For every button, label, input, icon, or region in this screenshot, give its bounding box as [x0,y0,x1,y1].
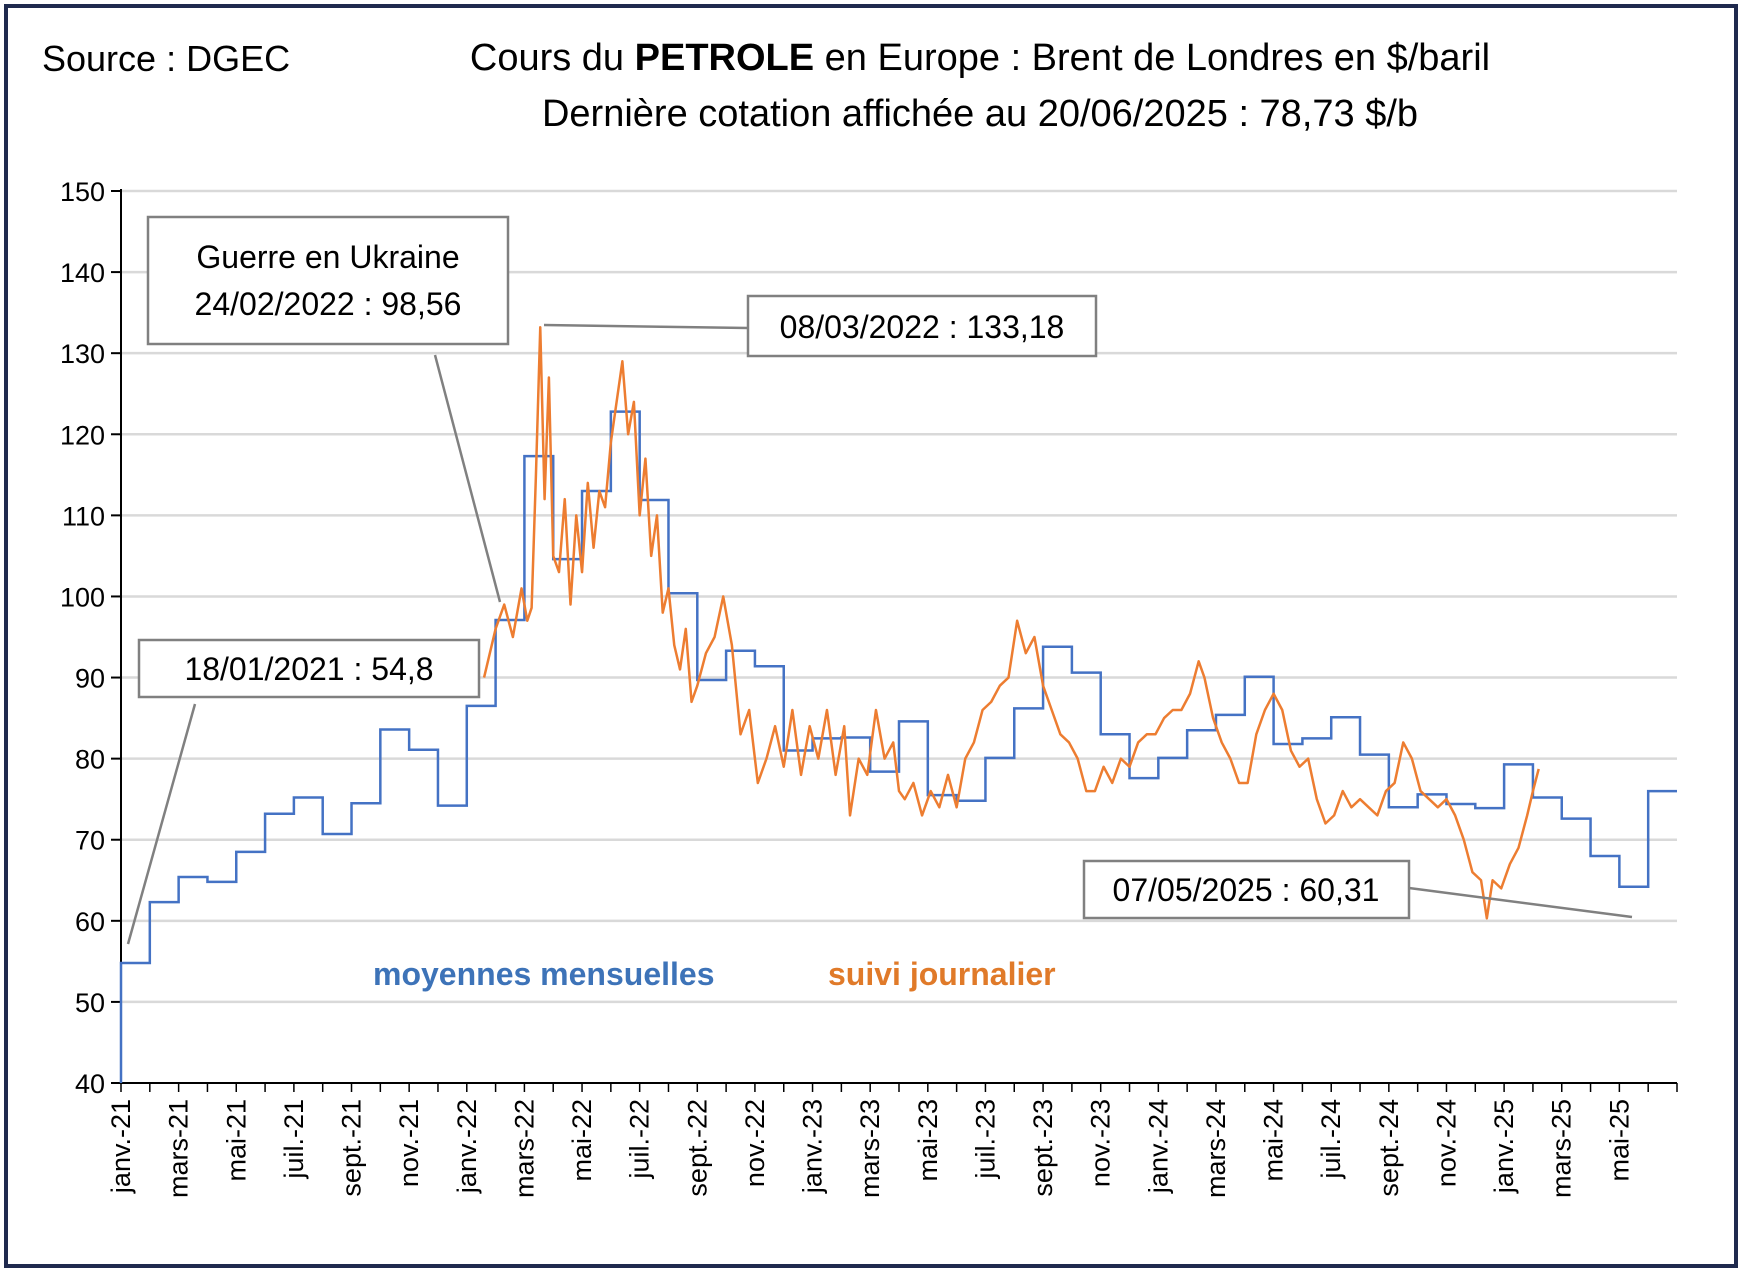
x-tick-label: nov.-21 [394,1099,424,1187]
y-tick-label: 80 [75,745,105,775]
axes [120,189,1678,1092]
annotation-leader-1 [126,703,197,945]
legend-monthly: moyennes mensuelles [373,956,714,992]
y-tick-label: 110 [62,501,105,531]
series-monthly-line [119,410,1677,1083]
x-tick-label: mai-23 [913,1099,943,1182]
legend-daily: suivi journalier [828,956,1056,992]
annotations: 18/01/2021 : 54,8 Guerre en Ukraine 24/0… [126,215,1633,945]
x-tick-label: sept.-23 [1028,1099,1058,1197]
series-daily-line [482,325,1540,920]
annotation-leader-4 [1408,886,1633,919]
chart-frame [4,4,1738,1268]
y-tick-label: 70 [75,826,105,856]
y-tick-label: 130 [60,339,105,369]
y-tick-labels: 40 50 60 70 80 90 100 110 120 130 140 150 [60,177,105,1099]
annotation-leader-3 [543,323,749,330]
x-tick-label: sept.-22 [682,1099,712,1197]
x-tick-label: mars-23 [855,1099,885,1198]
legend: moyennes mensuelles suivi journalier [373,956,1056,992]
x-tick-label: janv.-24 [1143,1099,1173,1194]
y-tick-label: 90 [75,664,105,694]
annotation-box-2 [146,215,510,346]
x-tick-label: mai-25 [1604,1099,1634,1182]
chart-title: Cours du PETROLE en Europe : Brent de Lo… [330,30,1630,142]
title-line-2: Dernière cotation affichée au 20/06/2025… [541,93,1419,135]
annotation-text-4: 07/05/2025 : 60,31 [1113,872,1380,908]
x-tick-label: juil.-23 [970,1099,1000,1180]
x-tick-label: mars-21 [164,1099,194,1198]
annotation-leader-2 [433,354,502,603]
x-tick-labels: janv.-21 mars-21 mai-21 juil.-21 sept.-21 nov… [106,1099,1634,1198]
x-tick-label: janv.-25 [1489,1099,1519,1194]
annotation-box-1 [137,638,481,699]
annotation-box-4 [1082,859,1411,920]
x-tick-label: mai-22 [567,1099,597,1182]
x-tick-label: janv.-21 [106,1099,136,1194]
x-tick-label: nov.-22 [740,1099,770,1187]
x-tick-label: sept.-21 [337,1099,367,1197]
y-tick-label: 120 [60,420,105,450]
x-tick-label: janv.-22 [452,1099,482,1194]
title-emphasis: PETROLE [634,37,815,79]
x-tick-label: mars-25 [1547,1099,1577,1198]
y-tick-label: 40 [75,1069,105,1099]
annotation-text-2a: Guerre en Ukraine [196,239,459,275]
x-tick-label: mars-24 [1201,1099,1231,1198]
annotation-text-1: 18/01/2021 : 54,8 [184,651,433,687]
series-group [119,325,1677,1083]
source-label: Source : DGEC [42,38,291,79]
x-tick-label: sept.-24 [1374,1099,1404,1197]
annotation-text-2b: 24/02/2022 : 98,56 [195,286,462,322]
x-tick-label: nov.-23 [1086,1099,1116,1187]
x-tick-label: mai-21 [221,1099,251,1182]
y-tick-label: 150 [60,177,105,207]
annotation-text-3: 08/03/2022 : 133,18 [780,309,1065,345]
y-tick-label: 50 [75,988,105,1018]
grid-lines [111,189,1677,1084]
x-tick-label: mai-24 [1259,1099,1289,1182]
x-tick-label: juil.-21 [279,1099,309,1180]
x-tick-label: juil.-24 [1316,1099,1346,1180]
annotation-box-3 [746,294,1098,358]
y-tick-label: 140 [60,258,105,288]
x-tick-label: nov.-24 [1431,1099,1461,1187]
x-tick-label: juil.-22 [625,1099,655,1180]
title-line-1: Cours du PETROLE en Europe : Brent de Lo… [469,37,1491,79]
x-tick-label: mars-22 [509,1099,539,1198]
x-tick-label: janv.-23 [798,1099,828,1194]
y-tick-label: 60 [75,907,105,937]
y-tick-label: 100 [60,582,105,612]
